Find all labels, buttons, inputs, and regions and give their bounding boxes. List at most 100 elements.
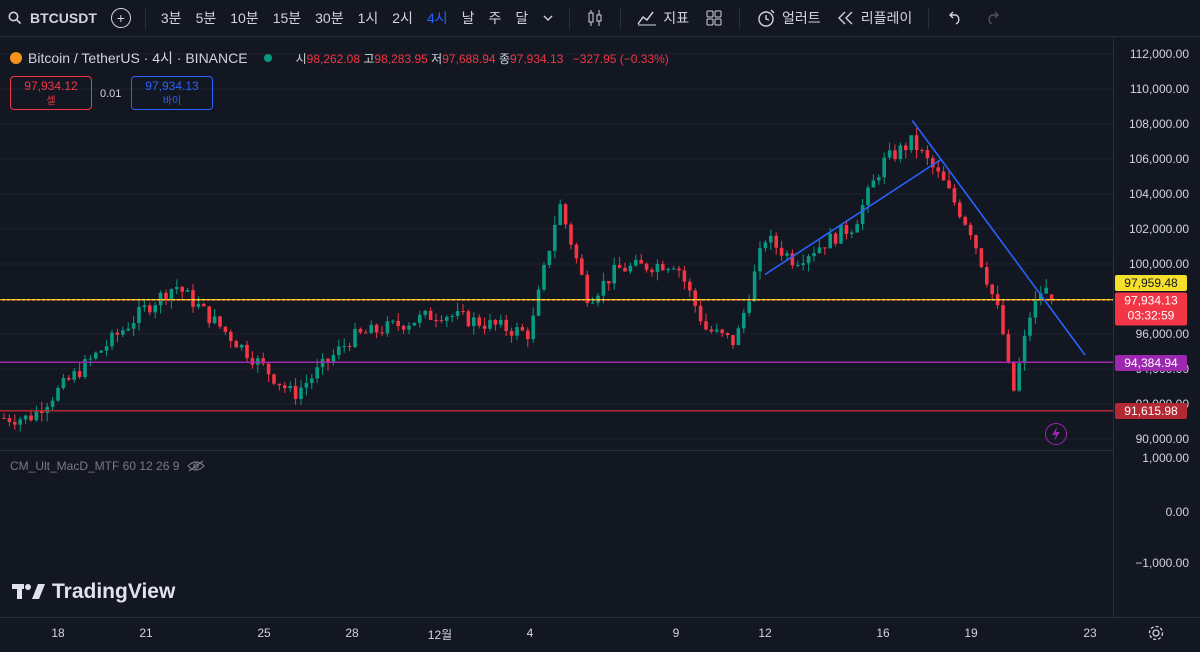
- candle-body: [148, 305, 152, 313]
- time-tick: 19: [964, 626, 978, 640]
- pane-separator[interactable]: [0, 450, 1113, 451]
- divider: [620, 7, 622, 29]
- timeframe-option[interactable]: 날: [461, 10, 475, 26]
- candle-body: [450, 315, 454, 318]
- layouts-button[interactable]: [697, 9, 731, 27]
- candle-body: [887, 150, 892, 158]
- candle-body: [56, 387, 60, 401]
- alarm-clock-icon: [756, 8, 776, 28]
- undo-button[interactable]: [937, 11, 971, 25]
- candle-body: [612, 264, 616, 284]
- legend-title[interactable]: Bitcoin / TetherUS · 4시 · BINANCE: [28, 50, 248, 66]
- candle-body: [833, 233, 838, 244]
- candle-body: [860, 205, 865, 225]
- candle-body: [558, 204, 562, 225]
- divider: [569, 7, 571, 29]
- candle-body: [504, 319, 508, 332]
- rewind-icon: [837, 11, 855, 25]
- candle-body: [979, 248, 984, 268]
- candle-body: [472, 317, 476, 327]
- sell-button[interactable]: 97,934.12 셀: [10, 76, 92, 110]
- candle-body: [747, 301, 751, 313]
- candle-body: [482, 325, 487, 329]
- candle-body: [391, 320, 395, 322]
- timeframe-option[interactable]: 주: [488, 10, 502, 26]
- candle-body: [823, 247, 827, 249]
- lightning-icon[interactable]: [1045, 423, 1067, 445]
- top-toolbar: BTCUSDT + 3분 5분 10분 15분 30분 1시 2시 4시 날 주 달 지표 얼러트 …: [0, 0, 1200, 37]
- timeframe-option[interactable]: 1시: [357, 10, 379, 26]
- candle-body: [353, 328, 357, 347]
- candle-body: [634, 259, 638, 266]
- candle-body: [191, 290, 195, 307]
- sell-price: 97,934.12: [24, 79, 78, 93]
- price-scale[interactable]: 112,000.00 110,000.00 108,000.00 106,000.00…: [1113, 37, 1200, 617]
- candle-body: [412, 322, 417, 326]
- buy-button[interactable]: 97,934.13 바이: [131, 76, 213, 110]
- candle-body: [256, 358, 260, 365]
- candle-body: [407, 325, 411, 330]
- time-tick: 23: [1083, 626, 1097, 640]
- trend-line: [764, 158, 943, 276]
- divider: [928, 7, 930, 29]
- candle-body: [428, 310, 433, 320]
- timeframe-option[interactable]: 4시: [426, 10, 448, 26]
- candle-body: [671, 268, 676, 270]
- indicators-icon: [637, 10, 657, 26]
- candle-body: [121, 330, 125, 335]
- chart-type-button[interactable]: [578, 0, 612, 36]
- price-chart[interactable]: [0, 37, 1113, 617]
- timeframe-option[interactable]: 2시: [392, 10, 413, 26]
- candle-body: [7, 418, 12, 423]
- tradingview-logo[interactable]: TradingView: [12, 580, 175, 604]
- candle-body: [1001, 305, 1005, 335]
- candle-body: [499, 319, 503, 325]
- timeframe-dropdown[interactable]: [535, 0, 561, 36]
- candle-body: [104, 346, 109, 351]
- symbol-search[interactable]: BTCUSDT: [0, 0, 105, 36]
- indicators-button[interactable]: 지표: [629, 8, 697, 28]
- chevron-down-icon: [543, 15, 553, 21]
- candle-body: [326, 358, 330, 363]
- timeframe-option[interactable]: 15분: [272, 10, 302, 26]
- candle-body: [536, 289, 541, 316]
- axis-settings-icon[interactable]: [1148, 625, 1164, 646]
- candle-body: [239, 344, 244, 348]
- timeframe-option[interactable]: 30분: [315, 10, 344, 26]
- buy-price: 97,934.13: [145, 79, 199, 93]
- candle-body: [207, 306, 211, 324]
- timeframe-option[interactable]: 달: [515, 10, 529, 26]
- candle-body: [698, 305, 703, 322]
- current-price-label: 97,934.13 03:32:59: [1115, 292, 1187, 326]
- candle-body: [725, 332, 730, 336]
- timeframe-option[interactable]: 3분: [160, 10, 182, 26]
- candle-body: [839, 225, 843, 244]
- candle-body: [493, 320, 498, 325]
- time-axis[interactable]: 18 21 25 28 12월 4 9 12 16 19 23: [0, 617, 1200, 652]
- candle-body: [569, 224, 573, 245]
- timeframe-option[interactable]: 5분: [195, 10, 217, 26]
- candle-body: [585, 274, 589, 303]
- undo-icon: [945, 11, 963, 25]
- time-tick: 18: [51, 626, 65, 640]
- candle-body: [488, 320, 492, 329]
- timeframe-option[interactable]: 10분: [230, 10, 259, 26]
- candle-body: [434, 319, 438, 321]
- indicator-legend[interactable]: CM_Ult_MacD_MTF 60 12 26 9: [10, 459, 206, 473]
- candle-body: [563, 204, 568, 225]
- candle-body: [418, 314, 422, 323]
- price-tick: 108,000.00: [1128, 117, 1189, 131]
- yellow-line-price-label: 97,959.48: [1115, 275, 1187, 291]
- replay-button[interactable]: 리플레이: [829, 8, 921, 28]
- candle-body: [925, 150, 930, 159]
- chart-pane[interactable]: [0, 37, 1113, 617]
- redo-button[interactable]: [971, 11, 1011, 25]
- alert-button[interactable]: 얼러트: [748, 8, 829, 28]
- purple-line-price-label: 94,384.94: [1115, 355, 1187, 371]
- macd-tick: 1,000.00: [1142, 451, 1189, 465]
- compare-button[interactable]: +: [105, 0, 137, 36]
- eye-hidden-icon[interactable]: [187, 460, 206, 472]
- time-tick: 4: [526, 626, 534, 640]
- candle-body: [337, 346, 341, 355]
- candle-body: [34, 410, 39, 421]
